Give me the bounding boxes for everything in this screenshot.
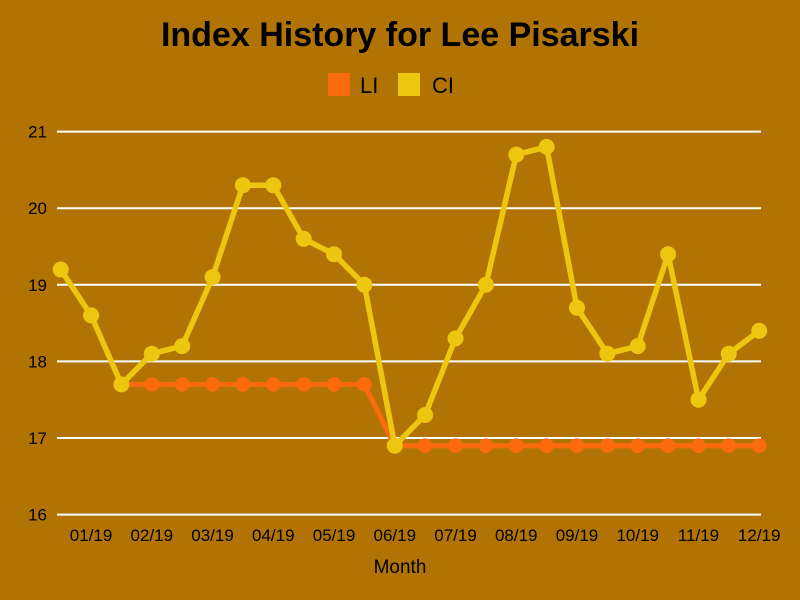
ci-data-point	[386, 437, 403, 454]
x-tick-label: 02/19	[131, 526, 174, 545]
li-data-point	[569, 438, 585, 454]
y-tick-label: 16	[28, 506, 47, 525]
li-data-point	[144, 377, 160, 392]
legend-label-li: LI	[360, 73, 378, 98]
x-tick-label: 05/19	[313, 526, 356, 545]
ci-data-point	[690, 391, 707, 408]
series-layer	[52, 138, 768, 454]
x-tick-label: 01/19	[70, 526, 113, 545]
chart-title: Index History for Lee Pisarski	[161, 16, 639, 54]
x-tick-label: 04/19	[252, 526, 295, 545]
x-axis-label: Month	[374, 557, 427, 578]
li-data-point	[600, 438, 615, 454]
y-tick-label: 20	[28, 199, 47, 218]
y-tick-label: 19	[28, 276, 47, 295]
ci-data-point	[113, 376, 130, 393]
ci-data-point	[356, 276, 373, 293]
li-data-point	[235, 377, 251, 392]
x-tick-label: 10/19	[616, 526, 659, 545]
x-tick-label: 08/19	[495, 526, 538, 545]
ci-data-point	[234, 177, 251, 194]
ci-data-point	[720, 345, 737, 362]
y-tick-label: 17	[28, 429, 47, 448]
ci-data-point	[538, 138, 555, 155]
ci-data-point	[295, 230, 312, 247]
ci-data-point	[447, 330, 464, 347]
li-data-point	[205, 377, 220, 392]
ci-data-point	[417, 407, 434, 423]
ci-data-point	[174, 338, 191, 355]
li-data-point	[630, 438, 645, 454]
li-data-point	[721, 438, 737, 454]
ci-data-point	[204, 269, 221, 286]
ci-data-point	[83, 307, 100, 324]
x-tick-label: 12/19	[738, 526, 781, 545]
li-data-point	[751, 438, 767, 454]
y-axis-tick-labels: 16 17 18 19 20 21	[28, 123, 47, 525]
li-data-point	[448, 438, 463, 454]
ci-data-point	[52, 261, 69, 278]
ci-data-point	[326, 246, 342, 263]
li-data-point	[539, 438, 554, 454]
x-tick-label: 09/19	[556, 526, 599, 545]
legend-swatch-ci	[398, 73, 420, 96]
ci-data-point	[629, 338, 646, 355]
ci-data-point	[599, 345, 616, 362]
ci-data-point	[751, 322, 768, 339]
li-data-point	[357, 377, 372, 392]
x-tick-label: 03/19	[191, 526, 234, 545]
x-tick-label: 11/19	[678, 526, 719, 545]
li-data-point	[417, 438, 433, 454]
li-data-point	[266, 377, 281, 392]
ci-data-point	[569, 299, 585, 316]
li-data-point	[174, 377, 190, 392]
li-data-point	[296, 377, 312, 392]
legend-swatch-li	[328, 73, 350, 96]
li-data-point	[660, 438, 676, 454]
li-data-point	[509, 438, 524, 454]
y-tick-label: 21	[28, 123, 47, 142]
legend-label-ci: CI	[432, 73, 454, 98]
gridlines-layer	[57, 130, 761, 516]
ci-data-point	[143, 345, 160, 362]
ci-data-point	[660, 246, 677, 263]
li-data-point	[691, 438, 706, 454]
li-data-point	[326, 377, 342, 392]
legend: LI CI	[328, 73, 454, 98]
x-tick-label: 06/19	[373, 526, 416, 545]
ci-data-point	[265, 177, 282, 194]
ci-data-point	[477, 276, 494, 293]
ci-data-point	[508, 146, 525, 163]
li-series-line	[118, 381, 762, 449]
x-axis-tick-labels: 01/19 02/19 03/19 04/19 05/19 06/19 07/19 08/19…	[70, 526, 781, 545]
li-data-point	[478, 438, 494, 454]
y-tick-label: 18	[28, 352, 47, 371]
x-tick-label: 07/19	[434, 526, 477, 545]
